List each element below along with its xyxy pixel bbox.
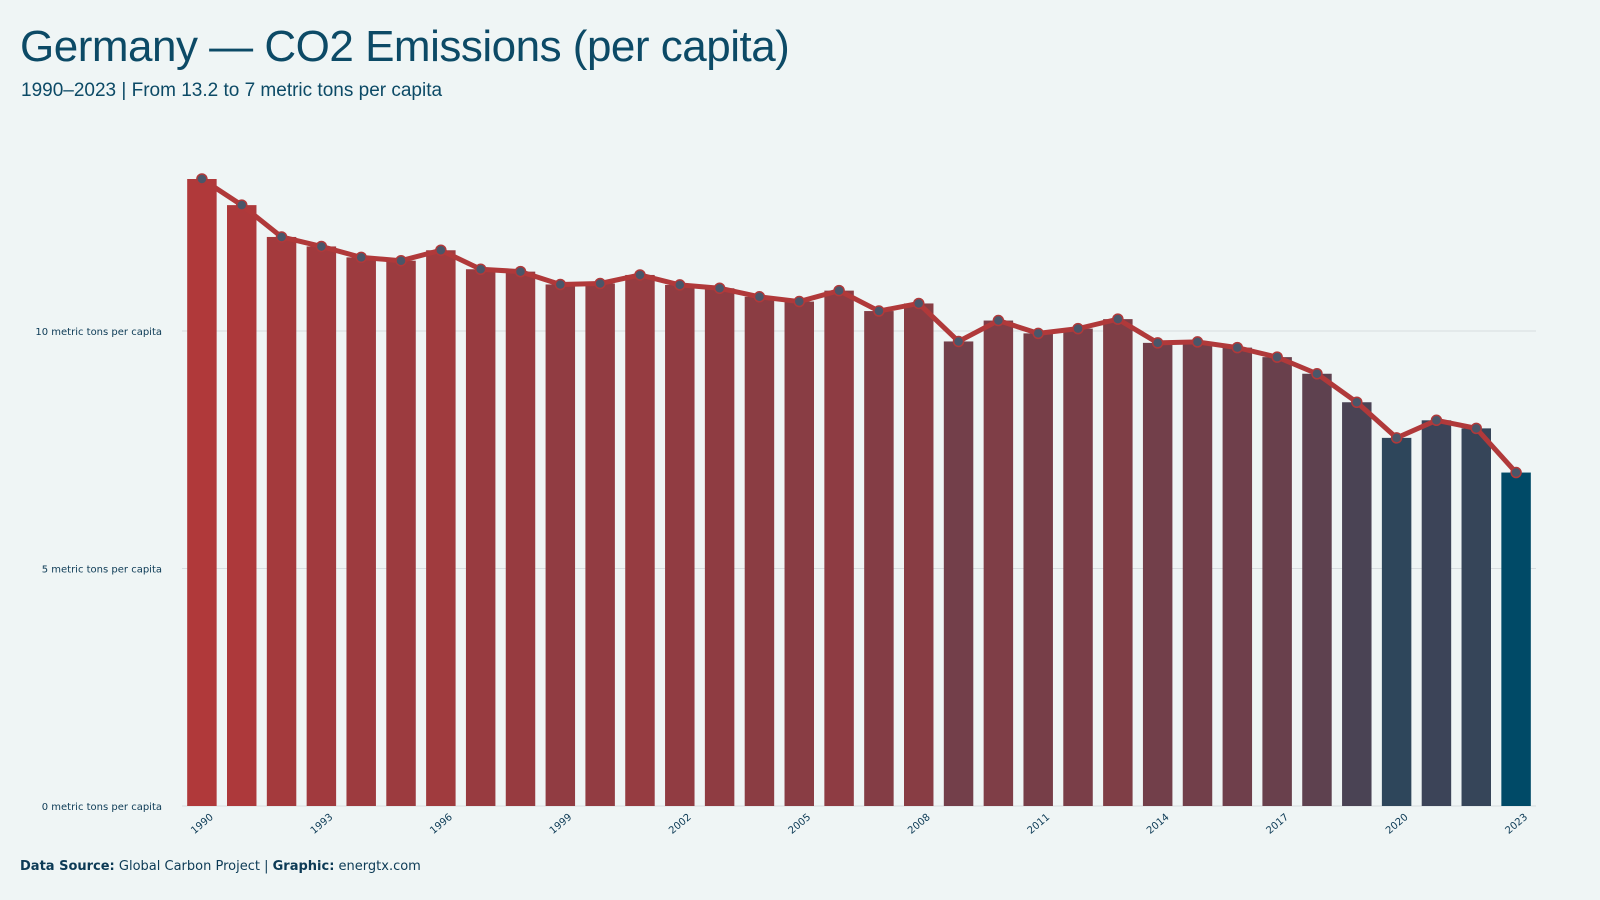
bar-2012 bbox=[1063, 328, 1093, 806]
source-label: Data Source: bbox=[20, 859, 115, 874]
point-2010 bbox=[992, 314, 1005, 327]
bar-2022 bbox=[1461, 428, 1491, 806]
point-1992 bbox=[275, 231, 288, 243]
bar-2017 bbox=[1262, 357, 1292, 806]
bar-2010 bbox=[983, 320, 1014, 806]
bar-2009 bbox=[943, 341, 974, 806]
point-1997 bbox=[474, 263, 487, 275]
graphic-label: Graphic: bbox=[272, 859, 335, 874]
point-2018 bbox=[1311, 368, 1323, 380]
bar-2018 bbox=[1302, 373, 1332, 806]
bar-1990 bbox=[187, 179, 217, 806]
x-tick-label: 2002 bbox=[667, 812, 694, 837]
gridlines bbox=[182, 330, 1536, 807]
bar-2005 bbox=[784, 301, 814, 806]
bar-2007 bbox=[864, 311, 894, 806]
point-2013 bbox=[1112, 313, 1124, 325]
point-2006 bbox=[833, 284, 845, 297]
x-tick-label: 2008 bbox=[906, 812, 933, 837]
bar-2001 bbox=[625, 274, 655, 806]
bar-1997 bbox=[465, 269, 496, 806]
point-2003 bbox=[713, 282, 726, 294]
y-axis-ticks: 0 metric tons per capita 5 metric tons pe… bbox=[35, 327, 162, 813]
point-1995 bbox=[395, 254, 407, 267]
point-2016 bbox=[1231, 341, 1244, 354]
bar-2020 bbox=[1381, 437, 1412, 806]
x-tick-label: 2005 bbox=[787, 812, 814, 837]
point-2023 bbox=[1510, 466, 1522, 479]
point-2008 bbox=[912, 297, 925, 310]
bar-2021 bbox=[1421, 420, 1452, 806]
x-tick-label: 1996 bbox=[428, 812, 455, 837]
point-2020 bbox=[1390, 432, 1403, 444]
bar-1996 bbox=[426, 250, 456, 806]
bar-2004 bbox=[744, 296, 775, 806]
x-tick-label: 2017 bbox=[1265, 812, 1292, 837]
bar-2002 bbox=[665, 284, 695, 806]
footer-credits: Data Source: Global Carbon Project | Gra… bbox=[20, 859, 421, 874]
bar-2006 bbox=[824, 290, 854, 806]
x-tick-label: 1999 bbox=[548, 812, 575, 837]
bar-1992 bbox=[266, 236, 297, 806]
point-2022 bbox=[1470, 422, 1483, 435]
point-1996 bbox=[435, 244, 447, 256]
point-2004 bbox=[753, 291, 766, 303]
graphic-value: energtx.com bbox=[338, 859, 421, 874]
bar-2000 bbox=[585, 283, 615, 806]
bar-2019 bbox=[1342, 402, 1372, 806]
bar-2014 bbox=[1142, 342, 1173, 806]
bar-2013 bbox=[1103, 319, 1133, 806]
x-tick-label: 2020 bbox=[1384, 812, 1411, 837]
series-line bbox=[200, 176, 1518, 475]
bar-2015 bbox=[1182, 341, 1213, 806]
y-tick-label: 5 metric tons per capita bbox=[42, 565, 162, 576]
point-1993 bbox=[315, 240, 328, 253]
bars-group bbox=[187, 179, 1531, 806]
x-tick-label: 2023 bbox=[1503, 812, 1530, 837]
line-series bbox=[200, 176, 1518, 475]
y-tick-label: 10 metric tons per capita bbox=[35, 327, 162, 338]
bar-2016 bbox=[1222, 347, 1253, 806]
point-2012 bbox=[1072, 322, 1084, 335]
point-2017 bbox=[1271, 351, 1283, 363]
point-1999 bbox=[554, 278, 567, 291]
bar-1995 bbox=[386, 260, 416, 806]
point-2007 bbox=[873, 305, 885, 317]
point-2002 bbox=[674, 279, 686, 291]
chart-subtitle: 1990–2023 | From 13.2 to 7 metric tons p… bbox=[21, 80, 443, 101]
bar-2023 bbox=[1501, 472, 1531, 806]
x-tick-label: 2014 bbox=[1145, 812, 1172, 837]
x-axis-ticks: 1990 1993 1996 1999 2002 2005 2008 2011 2014 2017… bbox=[189, 812, 1530, 837]
point-1998 bbox=[514, 265, 527, 278]
markers-group bbox=[196, 173, 1522, 479]
x-tick-label: 2011 bbox=[1026, 812, 1053, 837]
x-tick-label: 1993 bbox=[309, 812, 336, 837]
bar-1991 bbox=[227, 205, 257, 806]
point-2001 bbox=[634, 269, 646, 281]
point-2021 bbox=[1430, 414, 1443, 427]
point-1991 bbox=[235, 199, 248, 211]
point-2019 bbox=[1351, 396, 1363, 408]
bar-2008 bbox=[904, 303, 934, 806]
bar-2011 bbox=[1023, 333, 1053, 806]
y-tick-label: 0 metric tons per capita bbox=[42, 802, 162, 813]
point-2000 bbox=[594, 277, 606, 290]
point-2011 bbox=[1032, 327, 1044, 340]
bar-1993 bbox=[306, 246, 337, 806]
point-2009 bbox=[952, 335, 965, 348]
point-2014 bbox=[1151, 337, 1164, 349]
x-tick-label: 1990 bbox=[189, 812, 216, 837]
bar-2003 bbox=[704, 288, 735, 806]
source-value: Global Carbon Project bbox=[118, 859, 260, 874]
bar-1999 bbox=[545, 284, 576, 806]
point-2005 bbox=[793, 295, 806, 308]
point-1990 bbox=[196, 173, 208, 185]
chart-title: Germany — CO2 Emissions (per capita) bbox=[20, 22, 790, 71]
bar-1994 bbox=[346, 257, 376, 806]
point-1994 bbox=[355, 251, 367, 264]
point-2015 bbox=[1191, 336, 1204, 348]
footer-separator: | bbox=[264, 859, 269, 874]
bar-1998 bbox=[505, 271, 536, 806]
